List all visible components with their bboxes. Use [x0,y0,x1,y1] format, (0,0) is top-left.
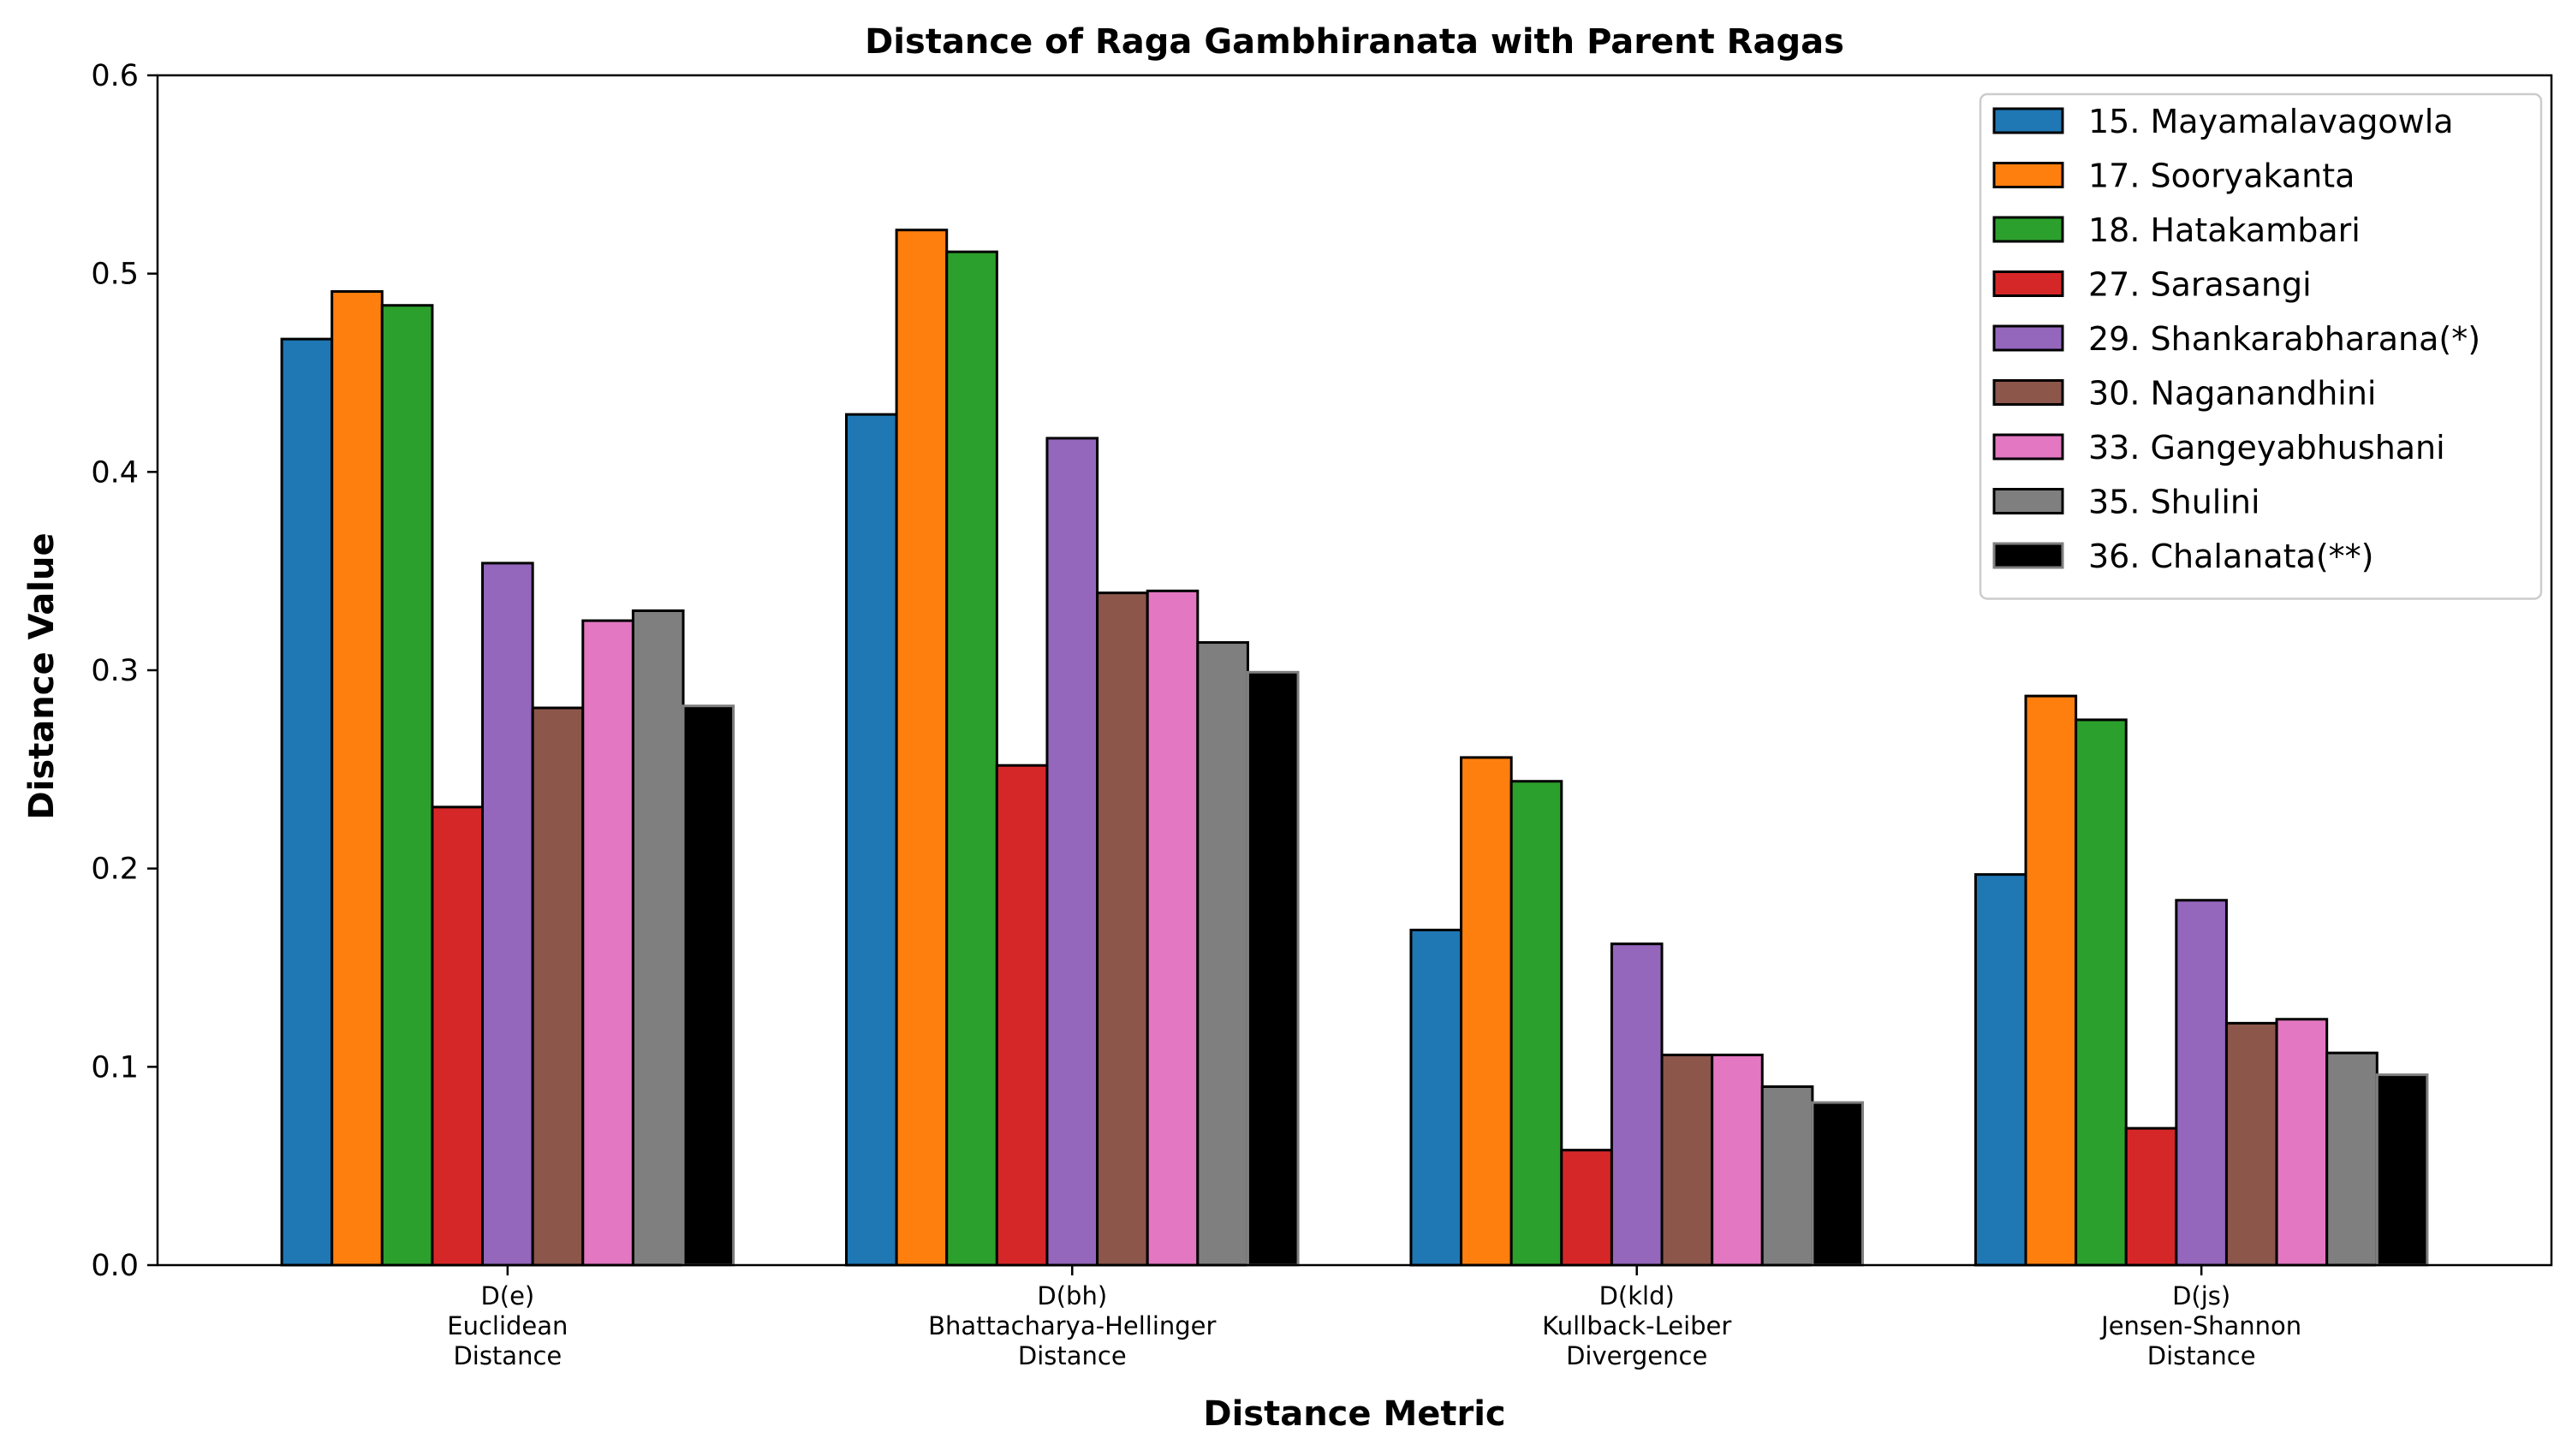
bar [1409,928,1463,1267]
x-tick-label: D(kld) Kullback-Leiber Divergence [1542,1281,1731,1370]
bar [431,805,485,1267]
legend-label: 15. Mayamalavagowla [2088,103,2454,140]
legend-swatch [1992,488,2064,514]
bar [2075,718,2128,1267]
bar [581,619,634,1267]
legend-label: 30. Naganandhini [2088,375,2377,413]
legend-label: 33. Gangeyabhushani [2088,429,2445,467]
bar [1560,1149,1613,1267]
legend-swatch [1992,107,2064,134]
bar [1760,1085,1814,1267]
bar [1711,1053,1764,1267]
legend-label: 27. Sarasangi [2088,266,2312,304]
bar [1610,942,1664,1267]
bar [895,229,949,1267]
legend-label: 17. Sooryakanta [2088,157,2355,195]
legend-swatch [1992,324,2064,352]
legend-swatch [1992,270,2064,297]
bar [2175,899,2228,1267]
chart-title: Distance of Raga Gambhiranata with Paren… [865,22,1844,62]
bar [945,250,998,1267]
y-tick-label: 0.1 [91,1050,139,1085]
bar [2375,1073,2429,1267]
bar [330,290,384,1267]
bar [1096,591,1149,1267]
bar [1811,1101,1864,1267]
bar [1509,780,1563,1267]
x-axis-title: Distance Metric [1203,1394,1505,1434]
legend: 15. Mayamalavagowla 17. Sooryakanta 18. Ha… [1979,92,2543,600]
bar [1246,670,1300,1267]
bar [1974,873,2027,1267]
bar [1045,437,1099,1267]
bar [995,764,1049,1267]
legend-label: 18. Hatakambari [2088,211,2361,249]
legend-box [1979,92,2543,600]
ticks-layer: 0.0 0.1 0.2 0.3 0.4 0.5 0.6 D(e) Euclidean Distan… [91,59,2301,1370]
y-tick-label: 0.0 [91,1249,139,1283]
bar [481,562,534,1267]
x-tick-label: D(bh) Bhattacharya-Hellinger Distance [928,1281,1216,1370]
legend-swatch [1992,162,2064,188]
bar [380,304,434,1267]
bar [2224,1021,2278,1267]
bar [1660,1053,1714,1267]
bar [1460,756,1513,1267]
bar [1146,589,1200,1267]
y-tick-label: 0.6 [91,59,139,93]
bar [682,704,735,1267]
legend-label: 35. Shulini [2088,484,2260,521]
x-tick-label: D(js) Jensen-Shannon Distance [2099,1281,2301,1370]
bar [280,337,334,1267]
bar [845,413,898,1267]
y-tick-label: 0.3 [91,654,139,688]
bar [2124,1126,2178,1267]
y-tick-label: 0.5 [91,258,139,292]
legend-swatch [1992,216,2064,243]
bar [1196,641,1249,1267]
legend-swatch [1992,542,2064,569]
legend-label: 36. Chalanata(**) [2088,538,2373,575]
y-tick-label: 0.2 [91,853,139,887]
x-tick-label: D(e) Euclidean Distance [447,1281,568,1370]
bar [2275,1018,2329,1267]
y-axis-title: Distance Value [22,532,62,819]
bar [531,706,585,1267]
legend-swatch [1992,379,2064,406]
bar [631,609,685,1267]
legend-label: 29. Shankarabharana(*) [2088,320,2480,358]
bars-layer [280,229,2429,1267]
bar [2325,1051,2379,1267]
legend-swatch [1992,433,2064,461]
bar [2024,694,2078,1267]
y-tick-label: 0.4 [91,455,139,490]
